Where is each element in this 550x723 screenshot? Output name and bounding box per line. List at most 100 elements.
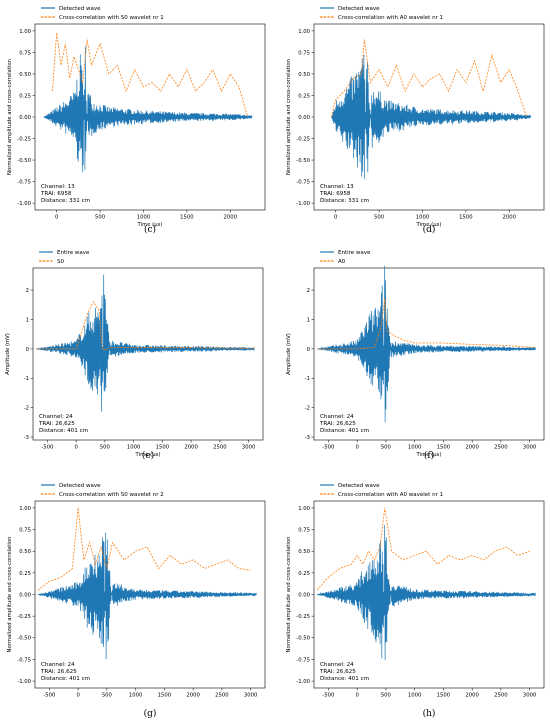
y-tick-label: 2	[26, 288, 29, 294]
legend: Detected wave Cross-correlation with S0 w…	[41, 483, 164, 498]
legend: Detected wave Cross-correlation with A0 w…	[320, 483, 443, 498]
y-tick-label: 0.50	[298, 549, 310, 555]
chart-panel-e: -500 0 500 1000 1500 2000 2500 3000 -3 -2 -1 0 1 2 Tim…	[5, 250, 264, 461]
y-axis-label: Amplitude (mV)	[286, 333, 292, 375]
info-text: TRAI: 26,625	[319, 669, 356, 675]
correlation-trace	[331, 39, 527, 118]
y-tick-label: -1.00	[296, 679, 310, 685]
x-tick-label: 2500	[213, 445, 227, 451]
x-tick-label: 3000	[523, 445, 537, 451]
x-tick-label: 2000	[503, 215, 517, 221]
y-tick-label: -0.50	[17, 158, 31, 164]
y-tick-label: -2	[305, 406, 310, 412]
x-tick-label: 2500	[215, 693, 229, 699]
y-tick-label: -0.50	[296, 636, 310, 642]
x-tick-label: 0	[355, 445, 359, 451]
info-text: Distance: 401 cm	[320, 676, 369, 682]
legend-label: Cross-correlation with S0 wavelet nr 1	[59, 15, 164, 21]
x-tick-label: -500	[41, 445, 54, 451]
y-tick-label: -0.75	[17, 657, 31, 663]
series-cross-correlation-with-a0-wavelet-nr-1	[331, 39, 527, 118]
correlation-trace	[316, 507, 530, 591]
y-tick-label: 0	[26, 347, 30, 353]
y-tick-label: 0.00	[19, 115, 31, 121]
x-tick-label: 0	[76, 693, 80, 699]
info-text: Channel: 24	[320, 414, 354, 420]
y-tick-label: 0.00	[19, 592, 31, 598]
legend-label: Cross-correlation with A0 wavelet nr 1	[338, 15, 443, 21]
y-axis-label: Normalized amplitude and cross-correlati…	[286, 59, 292, 175]
y-tick-label: 1	[26, 317, 29, 323]
info-text: TRAI: 26,625	[38, 421, 75, 427]
correlation-trace	[37, 507, 251, 591]
x-tick-label: 1000	[408, 693, 422, 699]
x-axis-label: Time (μs)	[416, 452, 442, 458]
y-tick-label: 1.00	[298, 506, 310, 512]
series-s0	[35, 300, 255, 351]
y-tick-label: -3	[305, 435, 310, 441]
chart-panel-c: 0 500 1000 1500 2000 -1.00 -0.75 -0.50 -0.25 0.00…	[7, 6, 266, 235]
y-axis-label: Normalized amplitude and cross-correlati…	[286, 537, 292, 653]
info-text: Channel: 13	[320, 184, 354, 190]
plot-frame	[32, 267, 264, 441]
y-tick-label: 0.75	[19, 527, 31, 533]
legend-label: Entire wave	[57, 250, 90, 256]
x-tick-label: 1500	[156, 445, 170, 451]
y-tick-label: -0.25	[17, 136, 31, 142]
panel-letter: (e)	[142, 450, 154, 461]
legend-label: Cross-correlation with S0 wavelet nr 2	[59, 492, 164, 498]
x-axis-label: Time (μs)	[135, 452, 161, 458]
info-text: Channel: 24	[39, 414, 73, 420]
x-tick-label: 500	[102, 693, 113, 699]
legend: Detected wave Cross-correlation with A0 w…	[320, 6, 443, 21]
x-tick-label: 1000	[137, 215, 151, 221]
y-tick-label: 0.25	[298, 571, 310, 577]
x-tick-label: 2000	[465, 445, 479, 451]
y-tick-label: 0.25	[19, 571, 31, 577]
info-text: Distance: 401 cm	[41, 676, 90, 682]
plot-frame	[313, 267, 545, 441]
y-tick-label: 0.25	[298, 93, 310, 99]
y-tick-label: -1.00	[296, 201, 310, 207]
series-cross-correlation-with-a0-wavelet-nr-1	[316, 507, 530, 591]
y-tick-label: 0.00	[298, 115, 310, 121]
series-cross-correlation-with-s0-wavelet-nr-1	[52, 32, 248, 118]
x-tick-label: 2000	[184, 445, 198, 451]
legend-label: Detected wave	[59, 6, 101, 12]
legend-label: S0	[57, 259, 64, 265]
info-text: Distance: 331 cm	[320, 198, 369, 204]
y-tick-label: 1	[307, 317, 310, 323]
info-text: TRAI: 6958	[319, 191, 351, 197]
y-tick-label: 2	[307, 288, 310, 294]
y-axis-label: Normalized amplitude and cross-correlati…	[7, 59, 13, 175]
x-tick-label: 500	[100, 445, 111, 451]
y-tick-label: 1.00	[19, 506, 31, 512]
series-detected-wave	[37, 516, 257, 682]
legend-label: Cross-correlation with A0 wavelet nr 1	[338, 492, 443, 498]
series-cross-correlation-with-s0-wavelet-nr-2	[37, 507, 251, 591]
panel-letter: (h)	[423, 708, 436, 719]
y-tick-label: 0.50	[19, 549, 31, 555]
x-tick-label: 2500	[494, 693, 508, 699]
legend: Entire wave S0	[39, 250, 90, 265]
info-text: TRAI: 26,625	[40, 669, 77, 675]
y-tick-label: -1.00	[17, 679, 31, 685]
series-detected-wave	[43, 39, 253, 201]
y-tick-label: -2	[24, 406, 29, 412]
x-tick-label: 500	[374, 215, 385, 221]
legend-label: A0	[338, 259, 346, 265]
x-tick-label: 1500	[437, 693, 451, 699]
x-tick-label: 2000	[224, 215, 238, 221]
x-tick-label: 1000	[127, 445, 141, 451]
waveform-trace	[316, 525, 536, 661]
x-tick-label: 1500	[437, 445, 451, 451]
x-tick-label: 1500	[459, 215, 473, 221]
x-tick-label: 3000	[242, 445, 256, 451]
panel-letter: (f)	[424, 450, 434, 461]
x-tick-label: 2500	[494, 445, 508, 451]
x-tick-label: 1000	[416, 215, 430, 221]
legend-label: Entire wave	[338, 250, 371, 256]
series-a0	[316, 298, 536, 350]
legend-label: Detected wave	[59, 483, 101, 489]
